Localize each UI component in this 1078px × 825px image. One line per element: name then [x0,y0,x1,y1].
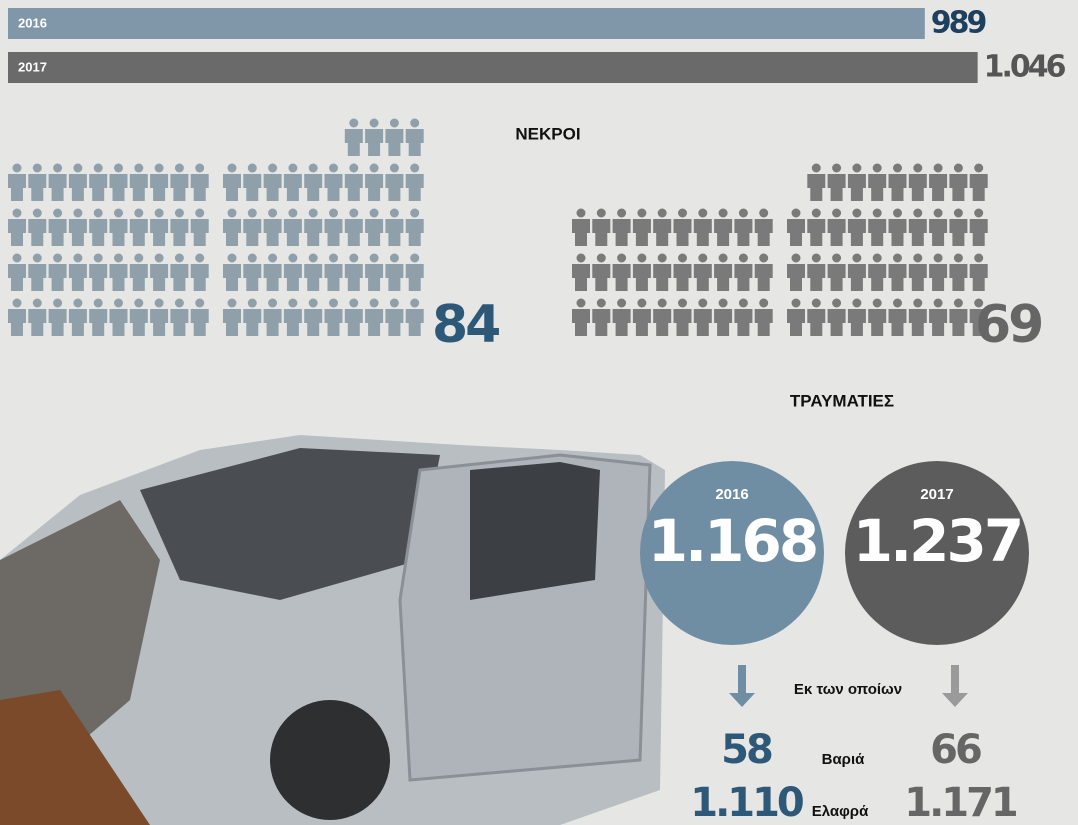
car-window [470,462,600,600]
deaths-title: ΝΕΚΡΟΙ [515,124,580,143]
circle-total: 1.168 [648,507,816,575]
deaths-count: 69 [975,295,1041,355]
bar-year: 2016 [18,15,47,30]
serious-2016: 58 [721,727,772,773]
page: ΝΕΚΡΟΙ ΤΡΑΥΜΑΤΙΕΣ 2016 2017 1.168 1.237 … [0,0,1078,825]
light-2017: 1.171 [904,780,1017,825]
car-photo [0,435,665,825]
circle-year: 2017 [920,486,953,503]
bar-value: 1.046 [984,50,1066,85]
serious-label: Βαριά [822,751,866,768]
light-2016: 1.110 [690,780,803,825]
injuries-title: ΤΡΑΥΜΑΤΙΕΣ [790,391,894,410]
note: Εκ των οποίων [794,681,902,698]
circle-year: 2016 [715,486,748,503]
serious-2017: 66 [930,727,981,773]
bar-year: 2017 [18,59,47,74]
deaths-count: 84 [432,295,499,355]
circle-total: 1.237 [853,507,1021,575]
bar [8,52,978,83]
bar [8,8,925,39]
bar-value: 989 [931,6,986,41]
light-label: Ελαφρά [812,803,869,820]
infographic: ΝΕΚΡΟΙ ΤΡΑΥΜΑΤΙΕΣ 2016 2017 1.168 1.237 … [0,0,1078,825]
car-wheel [270,700,390,820]
